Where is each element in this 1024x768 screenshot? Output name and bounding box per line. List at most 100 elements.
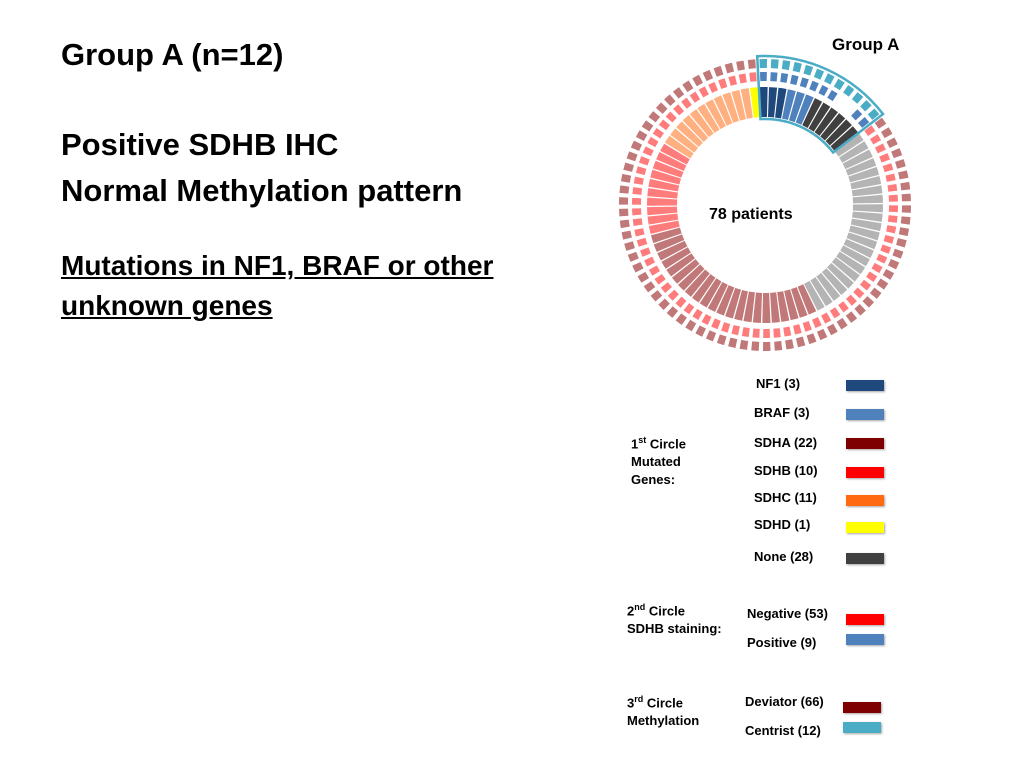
methylation-segment: [891, 148, 903, 159]
staining-segment: [827, 89, 838, 102]
methylation-segment: [851, 92, 864, 104]
staining-segment: [838, 301, 849, 313]
gene-segment: [650, 169, 682, 185]
staining-segment: [741, 327, 750, 337]
staining-segment: [883, 234, 895, 244]
methylation-segment: [826, 323, 838, 336]
ihc-status: Positive SDHB IHC: [61, 127, 339, 162]
methylation-segment: [641, 120, 654, 132]
legend-label-sdhc: SDHC (11): [754, 490, 817, 505]
methylation-segment: [901, 205, 911, 213]
gene-segment: [660, 143, 690, 165]
gene-segment: [852, 211, 883, 222]
legend-swatch-sdha: [846, 438, 884, 449]
methylation-segment: [901, 193, 911, 202]
staining-segment: [859, 279, 872, 291]
staining-segment: [711, 318, 721, 330]
legend-swatch-sdhd: [846, 522, 884, 533]
staining-segment: [692, 308, 703, 321]
methylation-segment: [682, 80, 694, 93]
gene-segment: [682, 114, 709, 142]
staining-segment: [821, 312, 832, 324]
legend-label-sdha: SDHA (22): [754, 435, 818, 450]
staining-segment: [763, 328, 771, 338]
staining-segment: [660, 282, 672, 293]
methylation-segment: [739, 339, 749, 350]
staining-segment: [773, 328, 781, 338]
legend-label-braf: BRAF (3): [754, 405, 810, 420]
staining-segment: [770, 72, 778, 82]
staining-segment: [667, 289, 679, 301]
methylation-segment: [643, 281, 656, 293]
staining-segment: [888, 194, 898, 202]
methylation-segment: [692, 74, 704, 87]
methylation-segment: [869, 287, 882, 299]
legend-label-deviator: Deviator (66): [745, 694, 824, 709]
gene-segment: [846, 232, 878, 250]
methylation-segment: [785, 339, 794, 350]
methylation-segment: [664, 94, 676, 106]
staining-segment: [876, 253, 888, 264]
methylation-segment: [675, 313, 687, 325]
gene-segment: [830, 126, 859, 151]
staining-segment: [634, 228, 645, 237]
staining-segment: [802, 321, 812, 332]
methylation-segment: [695, 325, 706, 337]
methylation-segment: [900, 216, 911, 225]
gene-segment: [705, 99, 726, 130]
methylation-segment: [898, 227, 910, 237]
legend-label-sdhd: SDHD (1): [754, 517, 811, 532]
gene-segment: [825, 119, 852, 146]
methylation-segment: [896, 238, 907, 248]
gene-segment: [848, 166, 880, 183]
gene-segment: [852, 194, 883, 204]
gene-segment: [762, 292, 771, 324]
methylation-segment: [845, 311, 858, 323]
legend-swatch-positive: [846, 634, 884, 645]
methylation-segment: [619, 197, 629, 205]
gene-segment: [752, 292, 763, 323]
gene-segment: [850, 218, 882, 232]
gene-segment: [810, 277, 833, 307]
staining-segment: [675, 296, 687, 308]
gene-segment: [653, 234, 685, 252]
methylation-segment: [648, 111, 661, 123]
methylation-segment: [724, 62, 735, 74]
methylation-segment: [860, 99, 872, 112]
gene-segment: [666, 253, 695, 277]
methylation-segment: [716, 334, 727, 346]
methylation-segment: [882, 268, 895, 280]
gene-segment: [647, 197, 678, 206]
gene-segment: [647, 206, 678, 216]
gene-segment: [816, 272, 841, 301]
gene-segment: [770, 292, 780, 323]
methylation-segment: [621, 230, 632, 240]
circos-plot: [619, 54, 911, 351]
methylation-segment: [623, 162, 634, 172]
gene-segment: [802, 98, 823, 129]
gene-segment: [750, 87, 760, 118]
gene-segment: [820, 113, 846, 141]
methylation-segment: [619, 208, 629, 217]
methylation-segment: [751, 341, 760, 351]
methylation-segment: [736, 60, 745, 71]
gene-segment: [656, 152, 687, 172]
group-a-label: Group A: [832, 35, 900, 54]
gene-segment: [835, 133, 864, 157]
gene-segment: [839, 141, 869, 163]
gene-segment: [845, 158, 877, 176]
staining-segment: [632, 187, 643, 195]
methylation-segment: [862, 296, 875, 308]
gene-segment: [851, 185, 883, 197]
staining-segment: [759, 72, 767, 82]
staining-segment: [701, 313, 712, 326]
methylation-segment: [632, 262, 644, 273]
methylation-segment: [619, 219, 630, 229]
gene-segment: [734, 289, 748, 321]
methylation-segment: [770, 59, 779, 69]
methylation-segment: [854, 304, 866, 316]
staining-segment: [880, 244, 892, 254]
methylation-segment: [781, 60, 791, 71]
methylation-segment: [816, 328, 828, 341]
staining-segment: [721, 322, 731, 333]
